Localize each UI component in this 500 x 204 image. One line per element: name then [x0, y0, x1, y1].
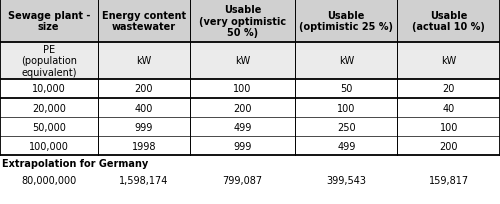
Text: Extrapolation for Germany: Extrapolation for Germany — [2, 158, 149, 168]
Text: 499: 499 — [337, 141, 355, 151]
Text: 100: 100 — [440, 122, 458, 132]
Text: 100,000: 100,000 — [29, 141, 68, 151]
Text: 80,000,000: 80,000,000 — [21, 175, 76, 185]
Text: 100: 100 — [337, 103, 355, 113]
Text: kW: kW — [338, 56, 354, 66]
Bar — [0, 43, 500, 80]
Text: kW: kW — [441, 56, 456, 66]
Text: kW: kW — [136, 56, 152, 66]
Text: 399,543: 399,543 — [326, 175, 366, 185]
Text: Sewage plant -
size: Sewage plant - size — [8, 11, 90, 32]
Text: 200: 200 — [233, 103, 252, 113]
Text: 20,000: 20,000 — [32, 103, 66, 113]
Text: PE
(population
equivalent): PE (population equivalent) — [21, 45, 77, 78]
Text: Usable
(very optimistic
50 %): Usable (very optimistic 50 %) — [199, 5, 286, 38]
Text: 1,598,174: 1,598,174 — [119, 175, 168, 185]
Text: 499: 499 — [234, 122, 252, 132]
Text: Usable
(optimistic 25 %): Usable (optimistic 25 %) — [299, 11, 393, 32]
Text: 50,000: 50,000 — [32, 122, 66, 132]
Text: 400: 400 — [134, 103, 153, 113]
Text: 40: 40 — [442, 103, 455, 113]
Text: 999: 999 — [134, 122, 153, 132]
Text: Energy content
wastewater: Energy content wastewater — [102, 11, 186, 32]
Text: 200: 200 — [440, 141, 458, 151]
Bar — [0, 0, 500, 155]
Text: 999: 999 — [234, 141, 252, 151]
Text: kW: kW — [235, 56, 250, 66]
Text: 10,000: 10,000 — [32, 84, 66, 94]
Text: Usable
(actual 10 %): Usable (actual 10 %) — [412, 11, 485, 32]
Text: 1998: 1998 — [132, 141, 156, 151]
Text: 159,817: 159,817 — [428, 175, 469, 185]
Text: 200: 200 — [134, 84, 153, 94]
Text: 799,087: 799,087 — [222, 175, 262, 185]
Text: 100: 100 — [234, 84, 252, 94]
Text: 250: 250 — [337, 122, 355, 132]
Text: 20: 20 — [442, 84, 455, 94]
Text: 50: 50 — [340, 84, 352, 94]
Bar — [0, 0, 500, 43]
